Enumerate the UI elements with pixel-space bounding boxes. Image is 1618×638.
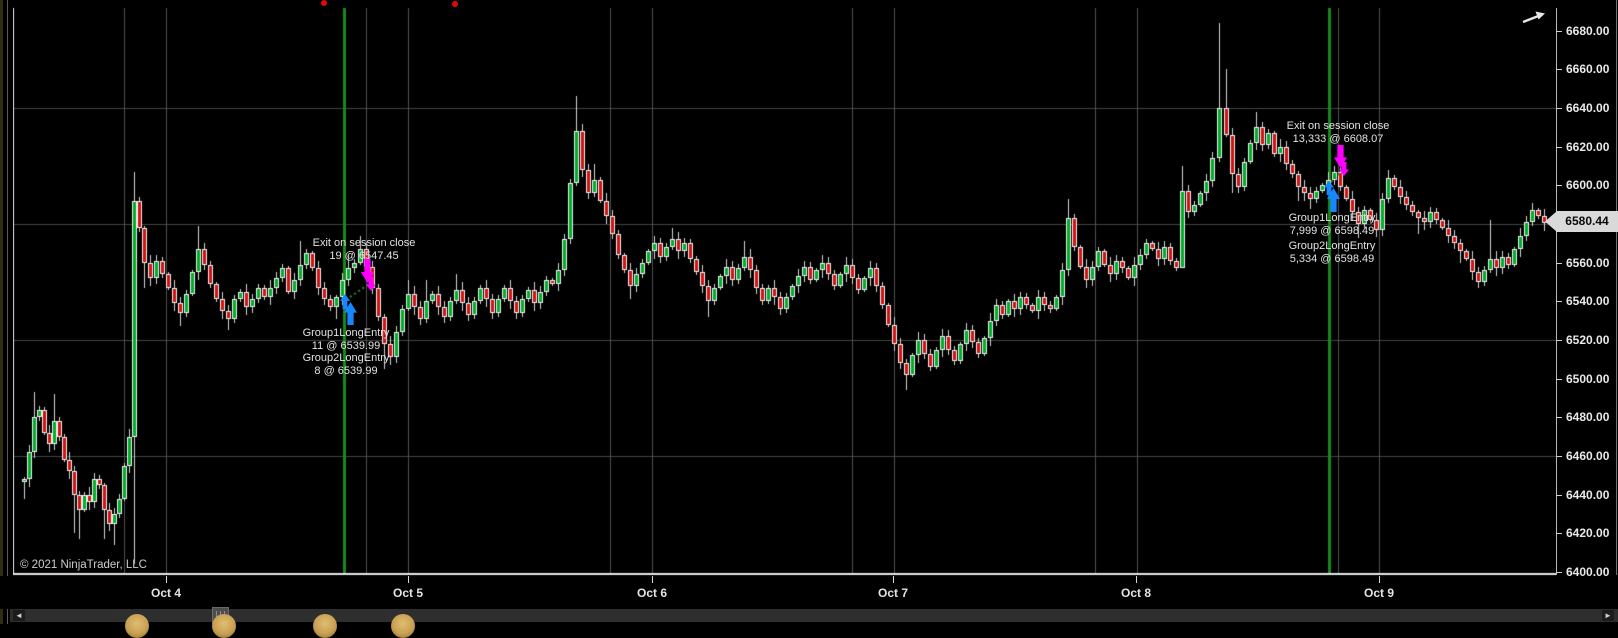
time-axis[interactable]: Oct 4 Oct 5 Oct 6 Oct 7 Oct 8 Oct 9: [0, 576, 1618, 609]
price-axis-label: 6400.00: [1566, 565, 1610, 579]
time-axis-tick: [652, 576, 653, 583]
scroll-right-button[interactable]: ►: [1602, 610, 1614, 621]
long-entry-arrow-icon: [340, 294, 350, 309]
price-axis-tick: [1556, 379, 1562, 380]
taskbar-icon-top: [125, 614, 149, 638]
price-axis-label: 6460.00: [1566, 449, 1610, 463]
long-entry-arrow-icon: [1324, 181, 1334, 195]
exit-arrow-icon: [1339, 162, 1349, 176]
price-axis-border: [1556, 8, 1557, 575]
time-axis-label: Oct 4: [150, 586, 182, 600]
price-axis-tick: [1556, 572, 1562, 573]
time-axis-label: Oct 9: [1363, 586, 1395, 600]
trade-exit-label-right: Exit on session close 13,333 @ 6608.07: [1287, 120, 1390, 145]
time-axis-label: Oct 8: [1120, 586, 1152, 600]
horizontal-scrollbar[interactable]: ◄ ►: [10, 607, 1618, 624]
price-axis-label: 6420.00: [1566, 526, 1610, 540]
price-axis-tick: [1556, 263, 1562, 264]
window-left-edge: [0, 0, 3, 624]
copyright-text: © 2021 NinjaTrader, LLC: [20, 559, 147, 571]
price-axis-label: 6480.00: [1566, 410, 1610, 424]
alert-dot-icon: [452, 1, 458, 7]
price-axis-label: 6500.00: [1566, 372, 1610, 386]
price-axis-tick: [1556, 495, 1562, 496]
alert-dot-icon: [321, 0, 327, 6]
entry-label-line1: Group1LongEntry: [1288, 212, 1376, 224]
trade-entry2-label-left: Group2LongEntry 8 @ 6539.99: [303, 352, 390, 377]
time-axis-label: Oct 7: [877, 586, 909, 600]
price-axis-tick: [1556, 340, 1562, 341]
taskbar-icon-top: [313, 614, 337, 638]
exit-label-line1: Exit on session close: [1286, 120, 1390, 132]
trade-entry1-label-right: Group1LongEntry 7,999 @ 6598.49: [1289, 212, 1376, 237]
time-axis-tick: [166, 576, 167, 583]
price-axis-tick: [1556, 108, 1562, 109]
exit-arrow-icon: [366, 277, 376, 291]
price-axis-label: 6660.00: [1566, 62, 1610, 76]
price-axis-label: 6560.00: [1566, 256, 1610, 270]
trade-exit-label-left: Exit on session close 19 @ 6547.45: [313, 237, 416, 262]
exit-label-line2: 19 @ 6547.45: [329, 249, 399, 262]
price-axis-label: 6620.00: [1566, 140, 1610, 154]
time-axis-tick: [408, 576, 409, 583]
price-axis-tick: [1556, 456, 1562, 457]
entry-label-line2: 5,334 @ 6598.49: [1289, 252, 1375, 265]
entry-label-line2: 11 @ 6539.99: [311, 339, 381, 352]
time-axis-label: Oct 6: [636, 586, 668, 600]
entry-label-line2: 8 @ 6539.99: [314, 364, 378, 377]
trade-entry2-label-right: Group2LongEntry 5,334 @ 6598.49: [1289, 240, 1376, 265]
candlestick-chart-canvas[interactable]: [13, 0, 1556, 576]
exit-label-line2: 13,333 @ 6608.07: [1292, 132, 1384, 145]
cursor-arrow-icon[interactable]: [1521, 8, 1547, 28]
taskbar-icon-top: [212, 614, 236, 638]
price-axis-label: 6540.00: [1566, 294, 1610, 308]
price-axis-label: 6520.00: [1566, 333, 1610, 347]
price-axis-tick: [1556, 31, 1562, 32]
price-axis-tick: [1556, 533, 1562, 534]
window-right-edge: [1616, 0, 1617, 575]
taskbar-icon-top: [391, 614, 415, 638]
price-axis-tick: [1556, 69, 1562, 70]
time-axis-tick: [1136, 576, 1137, 583]
price-axis[interactable]: 6680.00 6660.00 6640.00 6620.00 6600.00 6560.…: [1556, 0, 1618, 579]
price-axis-label: 6640.00: [1566, 101, 1610, 115]
panel-divider: [7, 0, 8, 624]
last-price-badge: 6580.44: [1556, 211, 1618, 232]
entry-label-line1: Group2LongEntry: [1288, 240, 1376, 252]
time-axis-label: Oct 5: [392, 586, 424, 600]
entry-label-line2: 7,999 @ 6598.49: [1289, 224, 1375, 237]
price-axis-label: 6680.00: [1566, 24, 1610, 38]
time-axis-tick: [893, 576, 894, 583]
price-axis-tick: [1556, 417, 1562, 418]
price-axis-tick: [1556, 301, 1562, 302]
price-axis-label: 6440.00: [1566, 488, 1610, 502]
time-axis-tick: [1379, 576, 1380, 583]
price-axis-tick: [1556, 147, 1562, 148]
trade-entry1-label-left: Group1LongEntry 11 @ 6539.99: [303, 327, 390, 352]
exit-label-line1: Exit on session close: [312, 237, 416, 249]
entry-label-line1: Group2LongEntry: [302, 352, 390, 364]
scroll-left-button[interactable]: ◄: [13, 610, 25, 621]
price-axis-tick: [1556, 185, 1562, 186]
entry-label-line1: Group1LongEntry: [302, 327, 390, 339]
price-axis-label: 6600.00: [1566, 178, 1610, 192]
